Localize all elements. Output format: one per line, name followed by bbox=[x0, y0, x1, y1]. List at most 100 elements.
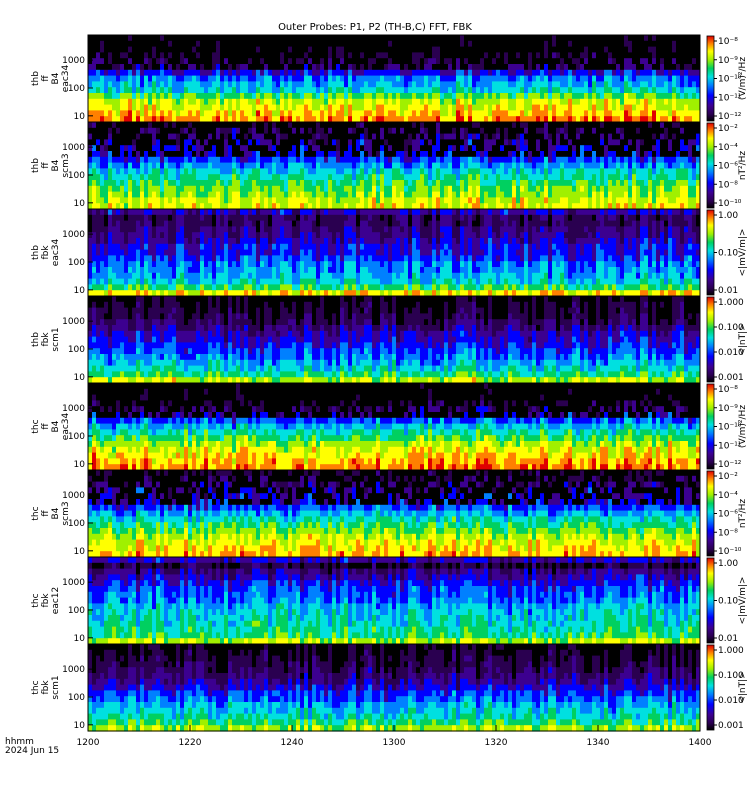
spectrogram-cell bbox=[100, 238, 104, 244]
spectrogram-cell bbox=[260, 93, 264, 99]
spectrogram-cell bbox=[168, 261, 172, 267]
spectrogram-cell bbox=[124, 128, 128, 134]
spectrogram-cell bbox=[216, 134, 220, 140]
spectrogram-cell bbox=[524, 99, 528, 105]
spectrogram-cell bbox=[140, 279, 144, 285]
spectrogram-cell bbox=[464, 122, 468, 128]
spectrogram-cell bbox=[312, 139, 316, 145]
spectrogram-cell bbox=[328, 81, 332, 87]
spectrogram-cell bbox=[108, 122, 112, 128]
spectrogram-cell bbox=[580, 139, 584, 145]
spectrogram-cell bbox=[668, 174, 672, 180]
spectrogram-cell bbox=[684, 192, 688, 198]
spectrogram-cell bbox=[624, 139, 628, 145]
spectrogram-cell bbox=[336, 35, 340, 41]
spectrogram-cell bbox=[504, 47, 508, 53]
spectrogram-cell bbox=[460, 128, 464, 134]
spectrogram-cell bbox=[128, 139, 132, 145]
spectrogram-cell bbox=[296, 110, 300, 116]
spectrogram-cell bbox=[236, 52, 240, 58]
spectrogram-cell bbox=[476, 122, 480, 128]
spectrogram-cell bbox=[252, 168, 256, 174]
spectrogram-cell bbox=[280, 180, 284, 186]
spectrogram-cell bbox=[472, 163, 476, 169]
spectrogram-cell bbox=[164, 226, 168, 232]
spectrogram-cell bbox=[440, 128, 444, 134]
spectrogram-cell bbox=[440, 192, 444, 198]
spectrogram-cell bbox=[384, 41, 388, 47]
spectrogram-cell bbox=[140, 64, 144, 70]
spectrogram-cell bbox=[516, 128, 520, 134]
spectrogram-cell bbox=[268, 58, 272, 64]
spectrogram-cell bbox=[96, 52, 100, 58]
spectrogram-cell bbox=[324, 151, 328, 157]
spectrogram-cell bbox=[152, 267, 156, 273]
spectrogram-cell bbox=[324, 122, 328, 128]
spectrogram-cell bbox=[524, 186, 528, 192]
spectrogram-cell bbox=[560, 145, 564, 151]
spectrogram-cell bbox=[148, 122, 152, 128]
spectrogram-cell bbox=[324, 58, 328, 64]
spectrogram-cell bbox=[492, 174, 496, 180]
spectrogram-cell bbox=[352, 163, 356, 169]
spectrogram-cell bbox=[652, 186, 656, 192]
spectrogram-cell bbox=[264, 58, 268, 64]
spectrogram-cell bbox=[492, 163, 496, 169]
spectrogram-cell bbox=[608, 180, 612, 186]
spectrogram-cell bbox=[652, 174, 656, 180]
spectrogram-cell bbox=[164, 157, 168, 163]
spectrogram-cell bbox=[544, 110, 548, 116]
spectrogram-cell bbox=[532, 157, 536, 163]
spectrogram-cell bbox=[260, 52, 264, 58]
spectrogram-cell bbox=[260, 70, 264, 76]
spectrogram-cell bbox=[96, 250, 100, 256]
spectrogram-cell bbox=[120, 232, 124, 238]
spectrogram-cell bbox=[380, 81, 384, 87]
spectrogram-cell bbox=[476, 58, 480, 64]
spectrogram-cell bbox=[668, 139, 672, 145]
spectrogram-cell bbox=[204, 168, 208, 174]
spectrogram-cell bbox=[368, 122, 372, 128]
spectrogram-cell bbox=[548, 134, 552, 140]
spectrogram-cell bbox=[524, 145, 528, 151]
spectrogram-cell bbox=[364, 174, 368, 180]
spectrogram-cell bbox=[296, 105, 300, 111]
spectrogram-cell bbox=[664, 192, 668, 198]
spectrogram-cell bbox=[476, 197, 480, 203]
spectrogram-cell bbox=[656, 87, 660, 93]
spectrogram-cell bbox=[560, 47, 564, 53]
spectrogram-cell bbox=[576, 58, 580, 64]
spectrogram-cell bbox=[484, 93, 488, 99]
spectrogram-cell bbox=[128, 110, 132, 116]
spectrogram-cell bbox=[476, 35, 480, 41]
spectrogram-cell bbox=[304, 70, 308, 76]
spectrogram-cell bbox=[216, 35, 220, 41]
spectrogram-cell bbox=[236, 64, 240, 70]
spectrogram-cell bbox=[316, 122, 320, 128]
spectrogram-cell bbox=[676, 87, 680, 93]
spectrogram-cell bbox=[516, 99, 520, 105]
spectrogram-cell bbox=[160, 209, 164, 215]
spectrogram-cell bbox=[148, 35, 152, 41]
spectrogram-cell bbox=[172, 255, 176, 261]
spectrogram-cell bbox=[520, 168, 524, 174]
spectrogram-cell bbox=[452, 186, 456, 192]
spectrogram-cell bbox=[644, 58, 648, 64]
spectrogram-cell bbox=[688, 99, 692, 105]
spectrogram-cell bbox=[148, 186, 152, 192]
spectrogram-cell bbox=[356, 41, 360, 47]
spectrogram-cell bbox=[132, 110, 136, 116]
spectrogram-cell bbox=[572, 134, 576, 140]
spectrogram-cell bbox=[168, 192, 172, 198]
spectrogram-cell bbox=[532, 76, 536, 82]
spectrogram-cell bbox=[588, 87, 592, 93]
spectrogram-cell bbox=[696, 76, 700, 82]
spectrogram-cell bbox=[472, 145, 476, 151]
spectrogram-cell bbox=[112, 255, 116, 261]
spectrogram-cell bbox=[428, 197, 432, 203]
spectrogram-cell bbox=[152, 163, 156, 169]
spectrogram-cell bbox=[568, 87, 572, 93]
spectrogram-cell bbox=[320, 58, 324, 64]
spectrogram-cell bbox=[176, 128, 180, 134]
spectrogram-cell bbox=[592, 157, 596, 163]
